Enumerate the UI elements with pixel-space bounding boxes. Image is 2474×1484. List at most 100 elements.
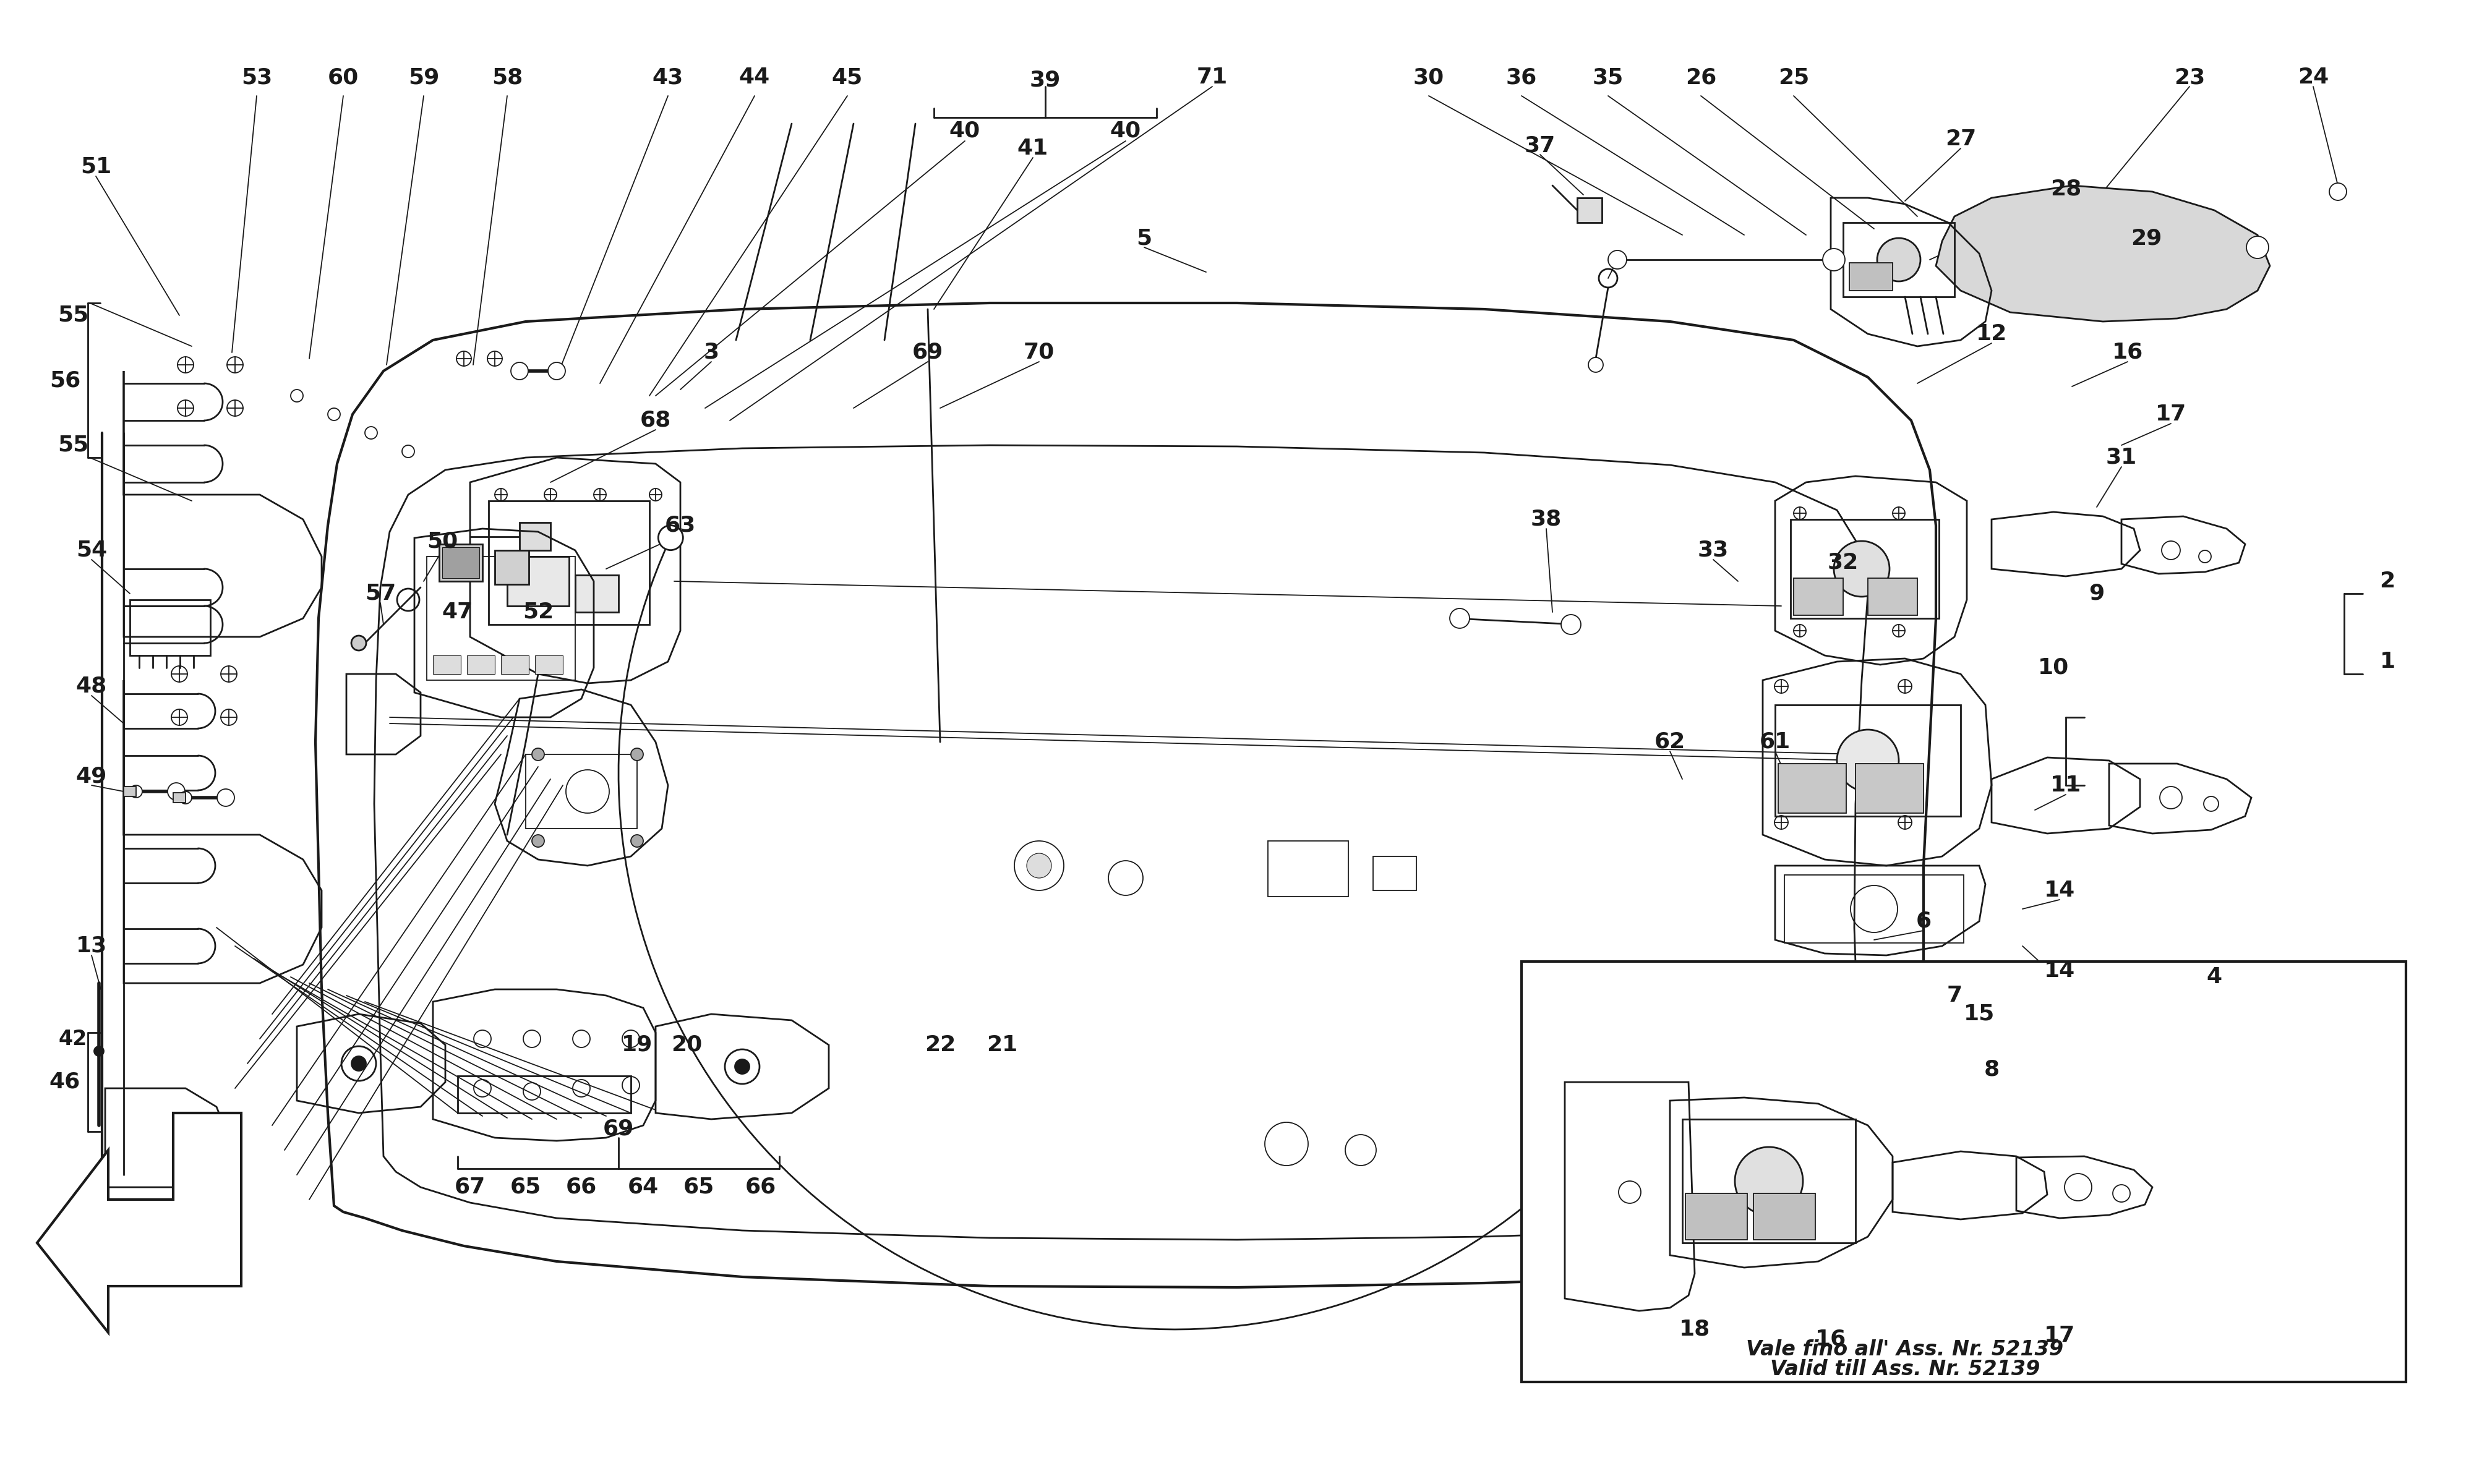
Text: 66: 66 (745, 1177, 777, 1198)
Text: 5: 5 (1136, 227, 1153, 248)
Circle shape (532, 834, 544, 847)
Bar (1791, 519, 1940, 619)
Text: 8: 8 (1984, 1060, 1999, 1080)
Bar (173, 792, 186, 803)
Bar (1868, 579, 1917, 616)
Text: Valid till Ass. Nr. 52139: Valid till Ass. Nr. 52139 (1769, 1359, 2041, 1380)
Bar (129, 600, 210, 656)
Text: 64: 64 (628, 1177, 658, 1198)
Text: 33: 33 (1697, 540, 1729, 561)
Bar (1794, 579, 1843, 616)
Text: 65: 65 (683, 1177, 715, 1198)
Circle shape (658, 525, 683, 551)
Circle shape (1608, 251, 1628, 269)
Text: 37: 37 (1524, 135, 1556, 156)
Circle shape (1667, 996, 1692, 1021)
Text: 56: 56 (49, 370, 82, 390)
Text: 21: 21 (987, 1034, 1017, 1055)
Text: 69: 69 (604, 1117, 633, 1140)
Bar (520, 522, 549, 551)
Bar (1779, 764, 1846, 813)
Bar (1784, 876, 1964, 942)
Text: 51: 51 (79, 156, 111, 178)
Text: 36: 36 (1507, 67, 1536, 88)
Text: 40: 40 (950, 120, 980, 141)
Text: 32: 32 (1828, 552, 1858, 573)
Text: 67: 67 (455, 1177, 485, 1198)
Circle shape (168, 784, 186, 800)
Circle shape (2331, 183, 2345, 200)
Circle shape (735, 1060, 750, 1074)
Bar (1267, 841, 1348, 896)
Bar (1373, 856, 1415, 890)
Bar (1685, 1193, 1747, 1239)
Text: 20: 20 (670, 1034, 703, 1055)
Text: 31: 31 (2105, 447, 2138, 467)
Text: 10: 10 (2039, 657, 2068, 678)
Text: 40: 40 (1111, 120, 1141, 141)
Circle shape (532, 748, 544, 760)
Text: 46: 46 (49, 1071, 82, 1092)
Text: 11: 11 (2051, 775, 2081, 795)
Text: 47: 47 (443, 601, 473, 623)
Circle shape (1734, 1147, 1804, 1215)
Bar (124, 787, 136, 797)
Circle shape (129, 785, 143, 798)
Text: 14: 14 (2044, 960, 2076, 981)
Polygon shape (1935, 186, 2271, 322)
Text: 17: 17 (2044, 1325, 2076, 1346)
Text: 58: 58 (492, 67, 522, 88)
Circle shape (549, 362, 564, 380)
Text: 1: 1 (2380, 651, 2395, 672)
Text: 23: 23 (2175, 67, 2204, 88)
Text: 62: 62 (1655, 732, 1685, 752)
Bar (443, 548, 480, 579)
Text: 53: 53 (240, 67, 272, 88)
Text: 27: 27 (1945, 129, 1977, 150)
Circle shape (351, 1057, 366, 1071)
Text: 49: 49 (77, 766, 106, 787)
Bar (428, 556, 574, 680)
Circle shape (94, 1046, 104, 1057)
Text: 2: 2 (2380, 571, 2395, 592)
Text: 44: 44 (740, 67, 769, 88)
Circle shape (1618, 1181, 1640, 1204)
Circle shape (1588, 358, 1603, 372)
Circle shape (512, 362, 529, 380)
Text: 6: 6 (1915, 911, 1932, 932)
Bar (1843, 223, 1954, 297)
Text: 43: 43 (653, 67, 683, 88)
Text: 29: 29 (2130, 227, 2162, 248)
Bar (1851, 263, 1893, 291)
Text: 66: 66 (567, 1177, 596, 1198)
Text: 4: 4 (2207, 966, 2222, 987)
Bar (1856, 764, 1925, 813)
Text: 38: 38 (1531, 509, 1561, 530)
Circle shape (178, 791, 193, 804)
Text: 55: 55 (57, 304, 89, 326)
Circle shape (1450, 608, 1470, 628)
Text: 61: 61 (1759, 732, 1791, 752)
Text: 52: 52 (522, 601, 554, 623)
Text: 60: 60 (327, 67, 359, 88)
Text: 19: 19 (621, 1034, 653, 1055)
Bar (495, 551, 529, 585)
Circle shape (218, 789, 235, 806)
Text: 55: 55 (57, 435, 89, 456)
Circle shape (631, 834, 643, 847)
Text: 24: 24 (2298, 67, 2328, 88)
Polygon shape (37, 1113, 242, 1333)
Text: 14: 14 (2044, 880, 2076, 901)
Circle shape (1833, 542, 1890, 597)
Circle shape (1561, 614, 1581, 635)
Text: 28: 28 (2051, 178, 2081, 199)
Bar (1754, 1193, 1816, 1239)
Bar (1682, 1119, 1856, 1244)
Text: 48: 48 (77, 675, 106, 697)
Circle shape (351, 635, 366, 650)
Text: 9: 9 (2088, 583, 2105, 604)
Bar (500, 656, 529, 674)
Text: 45: 45 (831, 67, 863, 88)
Text: 69: 69 (913, 341, 943, 364)
Text: 17: 17 (2155, 404, 2187, 424)
